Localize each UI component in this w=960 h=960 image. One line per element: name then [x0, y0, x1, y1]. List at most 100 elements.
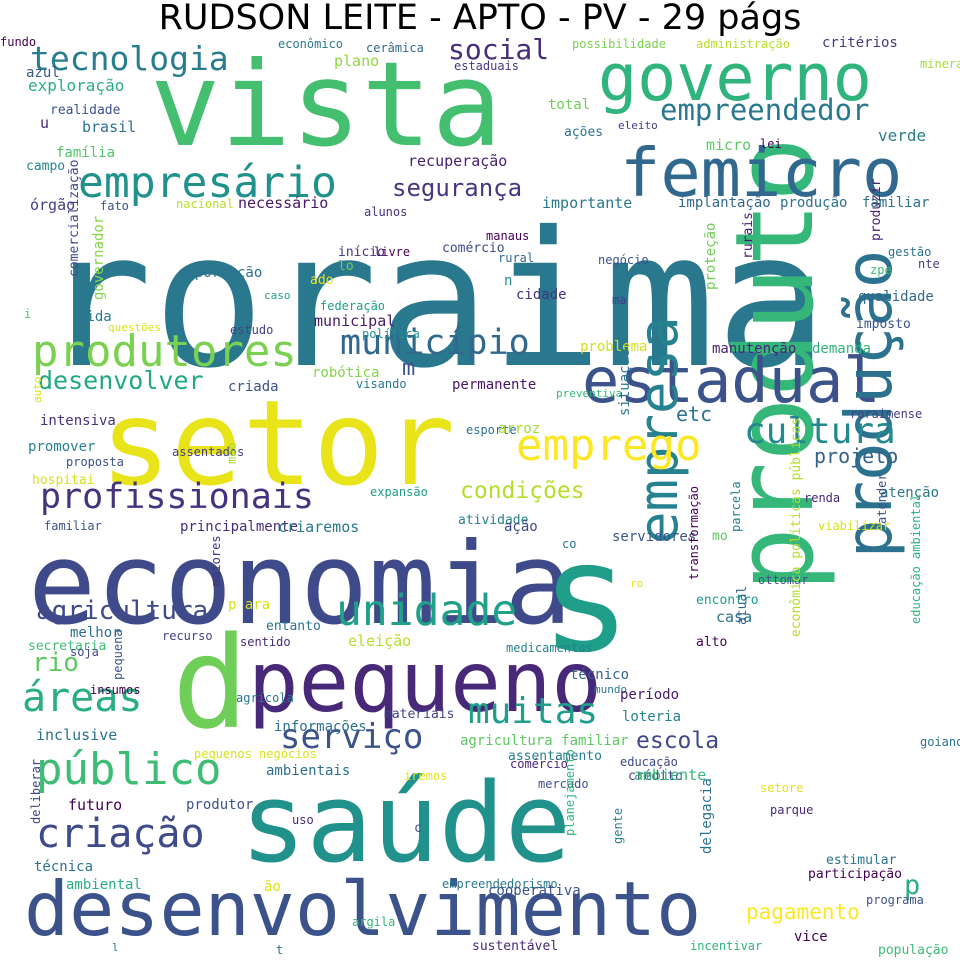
cloud-word: família: [56, 145, 116, 161]
cloud-word: auto: [31, 376, 44, 404]
cloud-word: plano: [334, 52, 380, 70]
cloud-word: p: [904, 870, 921, 901]
cloud-word: caso: [264, 289, 291, 302]
cloud-word: início: [338, 245, 385, 260]
cloud-word: mineração: [920, 57, 960, 71]
cloud-word: comércio: [510, 757, 568, 771]
cloud-word: pequena: [111, 629, 125, 680]
cloud-word: mão: [225, 442, 239, 464]
cloud-word: n: [504, 273, 513, 289]
cloud-word: agrícola: [236, 691, 294, 705]
cloud-word: estaduais: [454, 59, 520, 73]
cloud-word: permanente: [452, 377, 537, 393]
cloud-word: crédito: [628, 769, 683, 784]
cloud-word: u: [40, 114, 50, 132]
cloud-word: estimular: [826, 853, 897, 868]
cloud-word: ambiente: [634, 766, 707, 784]
cloud-word: familiar: [862, 195, 930, 211]
cloud-word: pequeno: [248, 633, 603, 731]
cloud-word: situação: [617, 348, 633, 416]
cloud-word: arroz: [498, 421, 541, 437]
cloud-word: uso: [292, 813, 314, 827]
cloud-word: nte: [918, 257, 940, 271]
cloud-word: cultura: [744, 411, 896, 452]
word-cloud: roraima setor economia saúde vista s produto d p…: [0, 36, 960, 960]
cloud-word: femicro: [620, 134, 903, 212]
cloud-word: estadual: [582, 344, 881, 417]
cloud-word: imposto: [856, 317, 911, 332]
cloud-word: argila: [352, 915, 396, 929]
cloud-word: futuro: [68, 796, 123, 814]
cloud-word: vice: [794, 929, 828, 945]
cloud-word: loteria: [622, 709, 682, 725]
cloud-word: problema: [580, 339, 648, 355]
cloud-word: exploração: [28, 76, 125, 95]
cloud-word: goiano: [920, 735, 960, 749]
cloud-word: fato: [100, 199, 129, 213]
cloud-word: comércio: [442, 241, 505, 256]
cloud-word: rural: [498, 251, 535, 265]
cloud-word: sentido: [240, 635, 291, 649]
cloud-word: programa: [866, 893, 924, 907]
cloud-word: administração: [696, 37, 790, 51]
cloud-word: atenção: [880, 485, 940, 501]
cloud-word: mundo: [594, 683, 628, 696]
cloud-word: ações: [564, 125, 604, 140]
cloud-word: recurso: [162, 629, 213, 643]
cloud-word: secretaria: [28, 639, 107, 654]
cloud-word: zpe: [870, 263, 892, 277]
cloud-word: social: [448, 36, 550, 66]
cloud-word: política: [362, 327, 420, 341]
cloud-word: incentivar: [690, 939, 763, 953]
cloud-word: participação: [808, 867, 902, 882]
cloud-word: preventiva: [556, 387, 623, 400]
cloud-word: setore: [760, 781, 804, 795]
cloud-word: empresário: [78, 158, 337, 208]
cloud-word: sustentável: [472, 939, 559, 954]
cloud-word: planejamento: [563, 749, 577, 836]
cloud-word: deliberar: [29, 758, 43, 824]
cloud-word: vida: [78, 309, 112, 325]
cloud-word: cidade: [516, 287, 567, 303]
cloud-word: etc: [676, 402, 713, 426]
cloud-word: econômico: [278, 37, 344, 51]
cloud-word: áreas: [22, 675, 143, 721]
cloud-word: implantação: [678, 195, 771, 211]
cloud-word: l: [112, 941, 119, 954]
cloud-word: criação: [36, 811, 205, 857]
cloud-word: encontro: [696, 593, 759, 608]
cloud-word: i: [24, 307, 32, 321]
cloud-word: entanto: [266, 619, 321, 634]
cloud-word: ambientais: [266, 763, 351, 779]
cloud-word: educação: [620, 755, 678, 769]
cloud-word: condições: [460, 478, 585, 504]
cloud-word: brasil: [82, 118, 137, 136]
cloud-word: negócio: [598, 253, 649, 267]
cloud-word: azul: [26, 65, 60, 81]
cloud-word: profissionais: [40, 477, 314, 517]
cloud-word: alto: [696, 635, 728, 650]
cloud-word: atual: [735, 585, 750, 625]
cloud-word: robótica: [312, 365, 380, 381]
cloud-word: população: [878, 943, 949, 958]
cloud-word: governo: [598, 41, 872, 116]
cloud-word: atender: [875, 473, 889, 524]
cloud-word: viabilizar: [818, 519, 891, 533]
cloud-word: lei: [760, 137, 782, 151]
cloud-word: realidade: [50, 103, 121, 118]
cloud-word: tecnologia: [30, 39, 229, 78]
cloud-word: pequenos negócios: [194, 747, 317, 761]
cloud-word: critérios: [822, 36, 898, 51]
cloud-word: ão: [264, 879, 281, 895]
cloud-word: municipal: [314, 312, 396, 330]
cloud-word: estudo: [230, 323, 274, 337]
cloud-word: ambiental: [66, 877, 142, 893]
cloud-word: transformação: [687, 486, 701, 580]
cloud-word: unidade: [336, 586, 518, 636]
cloud-word: materiais: [384, 707, 455, 722]
page-title: RUDSON LEITE - APTO - PV - 29 págs: [158, 0, 802, 38]
cloud-word: técnico: [570, 667, 630, 683]
cloud-word: s: [540, 509, 632, 686]
cloud-word: delegacia: [699, 778, 715, 854]
cloud-word: emprego: [516, 420, 702, 471]
